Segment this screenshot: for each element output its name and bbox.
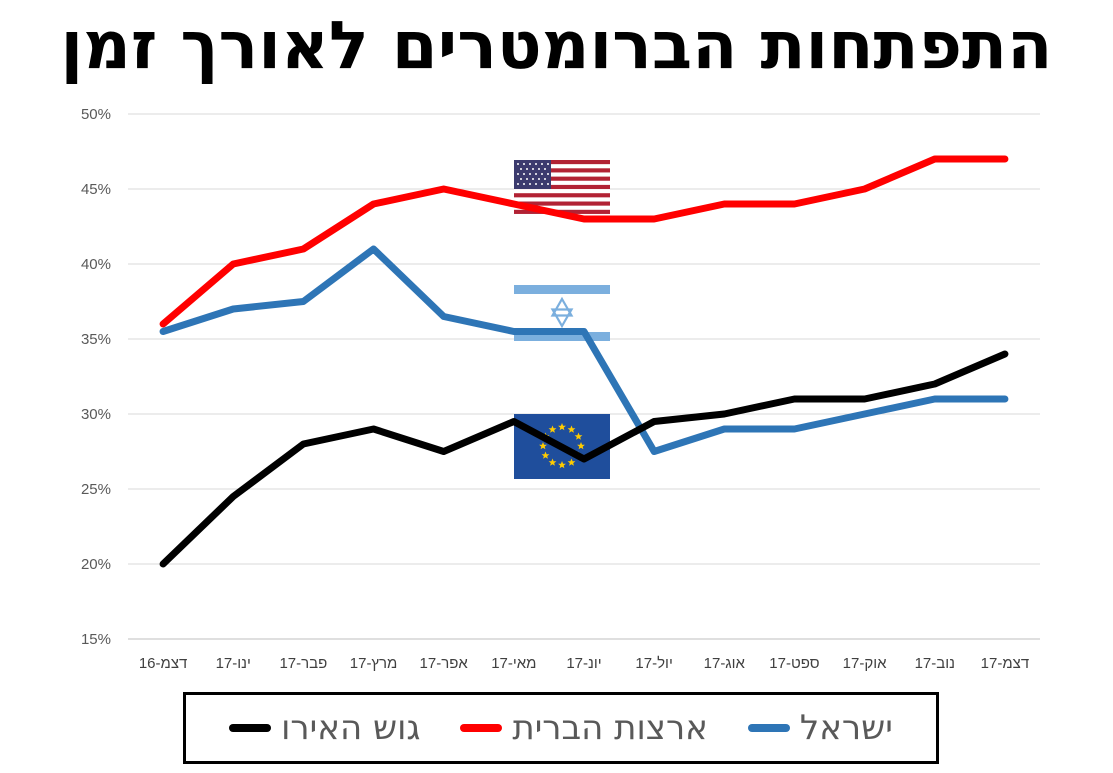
x-tick-label: דצמ-16: [139, 655, 187, 672]
x-tick-label: יול-17: [635, 655, 672, 672]
legend-swatch-israel: [747, 724, 790, 732]
y-tick-label: 25%: [81, 481, 111, 498]
y-tick-label: 35%: [81, 331, 111, 348]
legend-label-euro: גוש האירו: [281, 708, 421, 748]
chart-legend: ישראל ארצות הברית גוש האירו: [183, 692, 939, 764]
israel-flag-icon: [514, 278, 610, 346]
y-tick-label: 15%: [81, 631, 111, 648]
series-line-usa: [159, 155, 1009, 328]
x-tick-label: פבר-17: [279, 655, 327, 672]
legend-item-euro: גוש האירו: [229, 708, 420, 748]
x-tick-label: ינו-17: [216, 655, 251, 672]
chart-title: התפתחות הברומטרים לאורך זמן: [60, 7, 1053, 84]
x-tick-label: דצמ-17: [981, 655, 1029, 672]
y-tick-label: 45%: [81, 181, 111, 198]
y-tick-label: 50%: [81, 106, 111, 123]
legend-label-usa: ארצות הברית: [512, 708, 708, 748]
legend-label-israel: ישראל: [799, 708, 893, 748]
legend-swatch-usa: [460, 724, 503, 732]
x-tick-label: נוב-17: [915, 655, 955, 672]
legend-item-usa: ארצות הברית: [460, 708, 708, 748]
y-tick-label: 20%: [81, 556, 111, 573]
x-tick-label: אוק-17: [843, 655, 887, 672]
x-tick-label: אפר-17: [420, 655, 469, 672]
line-chart: 15% 20% 25% 30% 35% 40% 45% 50% דצמ-16 ינו-17 פבר…: [81, 106, 1040, 672]
y-tick-label: 30%: [81, 406, 111, 423]
legend-swatch-euro: [229, 724, 272, 732]
series-line-israel: [159, 245, 1009, 455]
x-tick-label: ספט-17: [769, 655, 819, 672]
x-tick-label: מרץ-17: [350, 655, 398, 672]
series-line-euro: [159, 350, 1009, 568]
x-tick-label: מאי-17: [491, 655, 536, 672]
y-tick-label: 40%: [81, 256, 111, 273]
x-tick-label: יונ-17: [566, 655, 601, 672]
x-tick-label: אוג-17: [704, 655, 746, 672]
legend-item-israel: ישראל: [747, 708, 893, 748]
